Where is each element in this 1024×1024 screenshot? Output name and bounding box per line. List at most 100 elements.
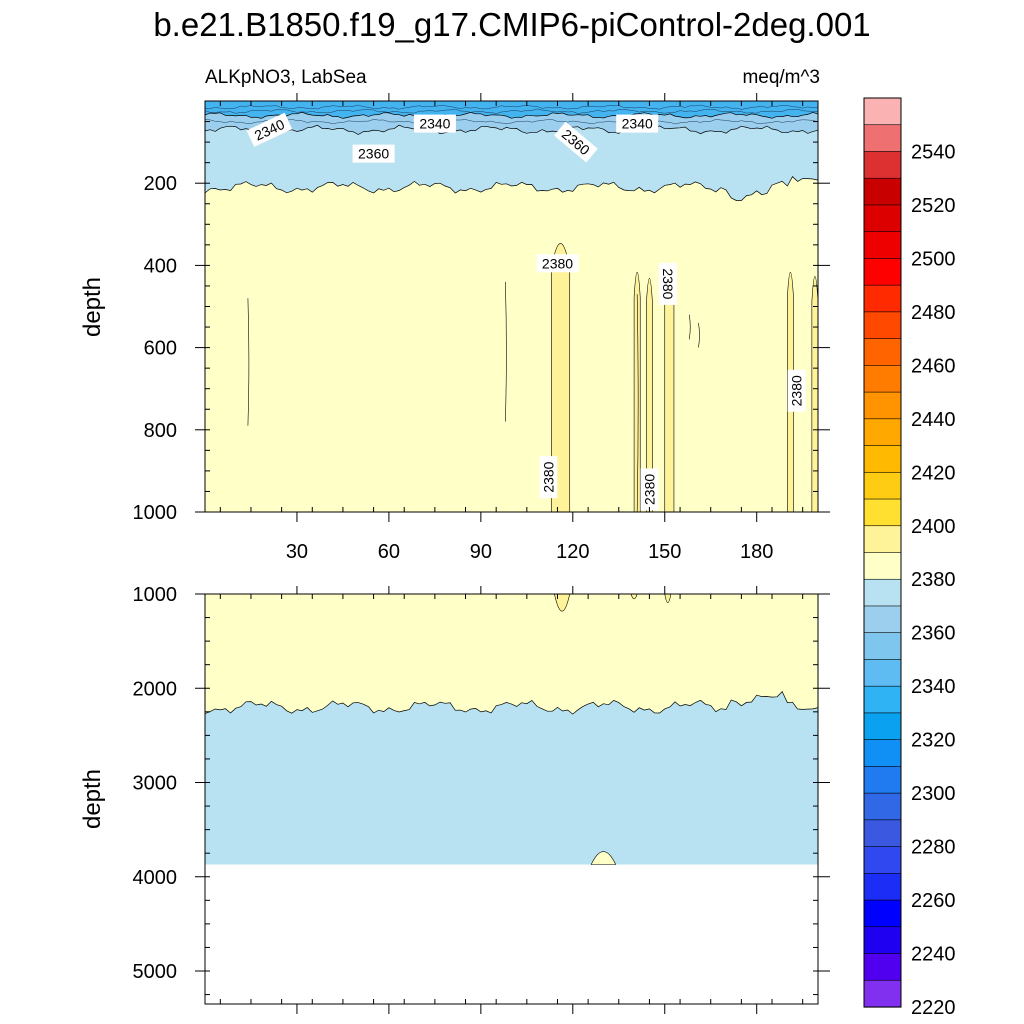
region-2380-column-2: [646, 278, 653, 512]
colorbar-box-18: [863, 578, 902, 607]
colorbar-box-19: [863, 605, 902, 634]
upper-ytick-label-0: 200: [144, 173, 177, 195]
upper-ytick-label-4: 1000: [133, 502, 178, 524]
colorbar-box-5: [863, 231, 902, 260]
svg-text:2360: 2360: [358, 146, 389, 162]
colorbar-box-12: [863, 418, 902, 447]
colorbar-label-16: 2220: [911, 997, 956, 1019]
colorbar-box-33: [863, 979, 902, 1008]
svg-text:2340: 2340: [419, 116, 450, 132]
colorbar-box-1: [863, 124, 902, 153]
contour-2370-deep: [205, 690, 818, 715]
lower-ytick-label-3: 4000: [133, 867, 178, 889]
colorbar-label-13: 2280: [911, 837, 956, 859]
contour-2370: [205, 176, 818, 201]
upper-ytick-label-2: 600: [144, 338, 177, 360]
colorbar-box-4: [863, 204, 902, 233]
contour-shallow-1: [205, 108, 818, 114]
colorbar-label-9: 2360: [911, 623, 956, 645]
lower-ytick-label-1: 2000: [133, 678, 178, 700]
contour-label-2: 2360: [352, 144, 395, 163]
upper-ytick-label-3: 800: [144, 420, 177, 442]
colorbar-label-6: 2420: [911, 462, 956, 484]
svg-text:2380: 2380: [660, 268, 676, 299]
lower-panel: 1000 2000 3000 4000 5000 depth: [79, 584, 830, 1014]
contour-2360: [205, 124, 818, 135]
colorbar-box-20: [863, 632, 902, 661]
region-2380-column-3: [664, 272, 675, 512]
chart-title: b.e21.B1850.f19_g17.CMIP6-piControl-2deg…: [153, 6, 870, 43]
colorbar-box-29: [863, 873, 902, 901]
colorbar-box-15: [863, 498, 902, 527]
contour-label-8: 2380: [640, 468, 659, 511]
colorbar-label-14: 2260: [911, 890, 956, 912]
colorbar-box-23: [863, 712, 902, 741]
contour-whisker-2: [636, 294, 639, 512]
colorbar-label-8: 2380: [911, 569, 956, 591]
contour-whisker-1: [505, 281, 507, 422]
contour-label-7: 2380: [539, 456, 558, 499]
upper-xtick-label-3: 120: [556, 541, 589, 563]
contour-label-4: 2340: [616, 114, 659, 133]
colorbar-box-31: [863, 926, 902, 955]
lower-ytick-label-4: 5000: [133, 961, 178, 983]
colorbar-box-9: [863, 338, 902, 366]
upper-xtick-label-2: 90: [470, 541, 492, 563]
svg-text:2340: 2340: [622, 116, 653, 132]
colorbar-box-13: [863, 445, 902, 473]
svg-text:2380: 2380: [789, 375, 805, 406]
colorbar-label-11: 2320: [911, 730, 956, 752]
colorbar-label-5: 2440: [911, 409, 956, 431]
upper-xtick-label-4: 150: [648, 541, 681, 563]
colorbar-box-30: [863, 899, 902, 928]
contour-label-6: 2380: [658, 262, 677, 305]
colorbar-label-0: 2540: [911, 142, 956, 164]
colorbar-label-12: 2300: [911, 783, 956, 805]
colorbar-frame: [863, 97, 902, 1008]
colorbar-box-6: [863, 258, 902, 286]
colorbar-label-10: 2340: [911, 676, 956, 698]
colorbar-box-26: [863, 792, 902, 821]
region-2380-column-5: [811, 276, 818, 512]
upper-xtick-label-5: 180: [740, 541, 773, 563]
colorbar-label-15: 2240: [911, 944, 956, 966]
upper-ytick-label-1: 400: [144, 255, 177, 277]
upper-xtick-label-1: 60: [378, 541, 400, 563]
upper-ylabel: depth: [79, 277, 106, 337]
contour-whisker-0: [247, 298, 250, 426]
lower-ytick-label-2: 3000: [133, 773, 178, 795]
region-deep-bump: [590, 851, 617, 865]
lower-frame: [204, 593, 819, 1005]
colorbar-box-10: [863, 365, 902, 393]
colorbar-label-7: 2400: [911, 516, 956, 538]
colorbar-box-2: [863, 151, 902, 179]
contour-label-1: 2340: [413, 114, 456, 133]
colorbar-box-8: [863, 311, 902, 340]
colorbar-box-0: [863, 97, 902, 126]
svg-text:2380: 2380: [540, 461, 556, 492]
colorbar-box-24: [863, 739, 902, 767]
colorbar-box-17: [863, 552, 902, 580]
contour-label-5: 2380: [536, 254, 579, 273]
contour-label-9: 2380: [787, 369, 806, 412]
contour-shallow-2: [205, 104, 818, 110]
right-subtitle: meq/m^3: [742, 67, 820, 88]
region-2370-2380-deep: [205, 594, 818, 715]
left-subtitle: ALKpNO3, LabSea: [205, 67, 367, 88]
upper-xtick-label-0: 30: [286, 541, 308, 563]
colorbar: 2540 2520 2500 2480 2460 2440 2420 2400 2380 2360…: [863, 97, 956, 1019]
colorbar-box-28: [863, 846, 902, 874]
colorbar-label-3: 2480: [911, 302, 956, 324]
colorbar-box-25: [863, 766, 902, 794]
svg-text:2380: 2380: [542, 255, 573, 271]
contour-shallow-0: [205, 118, 818, 125]
colorbar-box-32: [863, 953, 902, 981]
colorbar-box-16: [863, 525, 902, 554]
svg-text:2380: 2380: [641, 474, 657, 505]
region-2380-column-1: [633, 272, 641, 512]
colorbar-label-2: 2500: [911, 248, 956, 270]
contour-whisker-3: [688, 314, 691, 340]
contour-whisker-4: [698, 322, 700, 348]
